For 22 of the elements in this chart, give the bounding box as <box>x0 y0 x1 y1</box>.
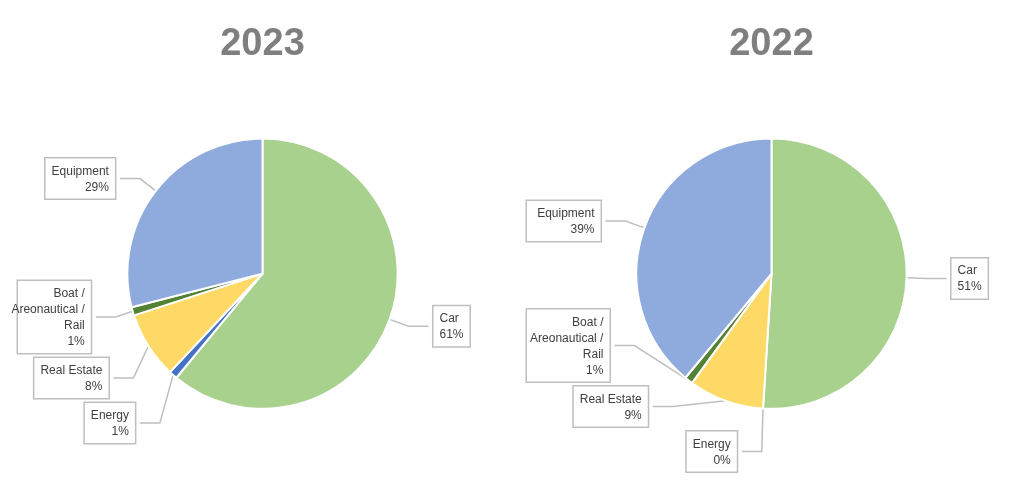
data-label: 1% <box>111 423 130 438</box>
chart-title: 2022 <box>729 21 814 63</box>
slice-label: Real Estate <box>579 391 643 406</box>
data-label: 51% <box>957 279 982 294</box>
slice-label: Car <box>957 263 977 278</box>
slice-label: Energy <box>90 407 129 422</box>
slice-label: Equipment <box>537 206 596 221</box>
data-label: 1% <box>67 333 86 348</box>
text: 0% <box>713 452 731 467</box>
data-label: 8% <box>85 378 103 393</box>
slice-label: Boat / Areonautical / Rail <box>530 314 605 361</box>
chart-title: 2023 <box>220 21 305 63</box>
slice-label: Car <box>439 311 459 326</box>
slice-label: Boat / Areonautical / Rail <box>11 285 86 332</box>
category-label: Energy <box>692 436 731 451</box>
data-label: 1% <box>586 362 604 377</box>
slice-label: Equipment <box>51 163 110 178</box>
slice-label: Real Estate <box>40 362 103 377</box>
data-label: 9% <box>624 407 643 422</box>
data-label: 39% <box>570 222 595 237</box>
data-label: 61% <box>439 327 464 342</box>
data-label: 29% <box>84 179 110 194</box>
